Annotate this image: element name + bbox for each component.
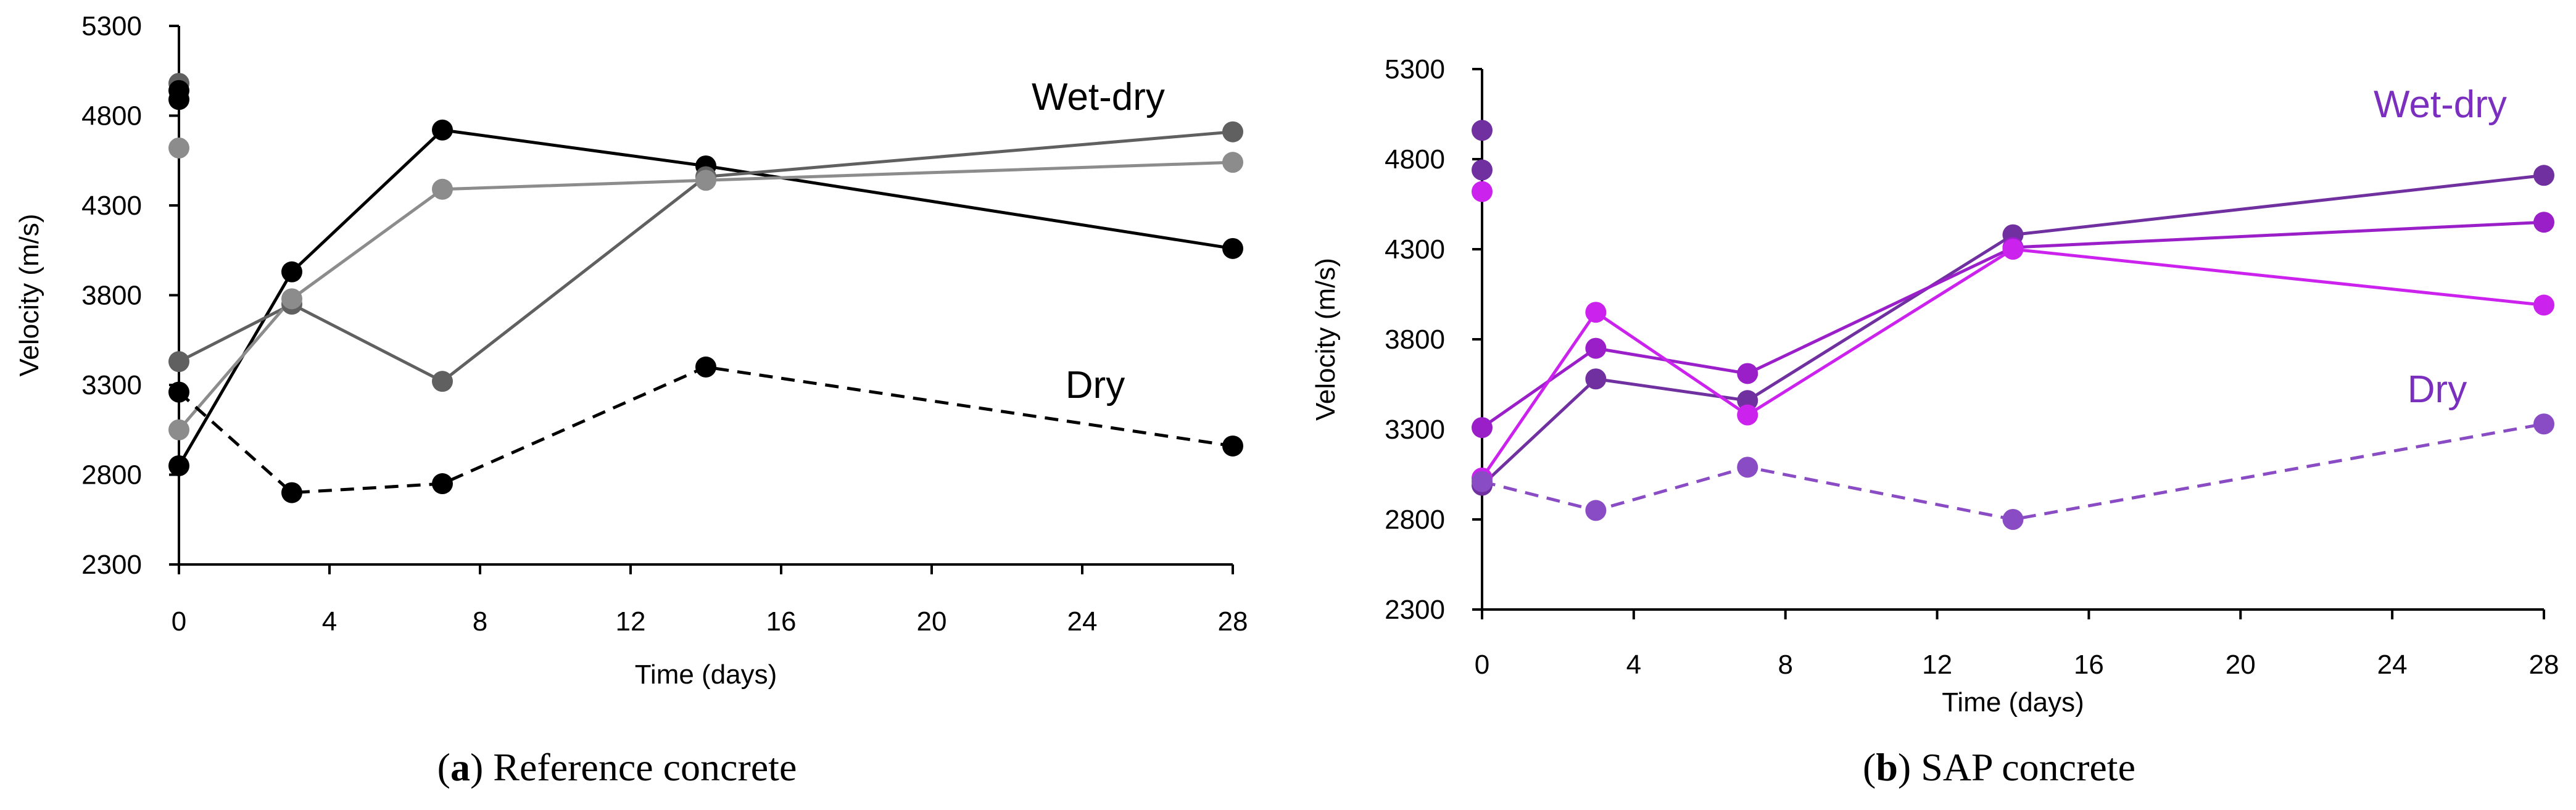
annotation-wet-dry: Wet-dry bbox=[1032, 76, 1165, 118]
data-point-wet-dry-3 bbox=[168, 419, 189, 440]
data-point-dry bbox=[2533, 413, 2554, 435]
data-point-initial bbox=[1472, 181, 1493, 202]
data-point-wet-dry-2 bbox=[1585, 337, 1607, 359]
annotation-dry: Dry bbox=[1066, 364, 1125, 407]
caption-paren: ( bbox=[437, 745, 450, 789]
data-point-wet-dry-2 bbox=[2533, 212, 2554, 233]
data-point-wet-dry-2 bbox=[432, 371, 453, 392]
x-tick-label: 28 bbox=[2529, 650, 2559, 680]
series-line-wet-dry-3 bbox=[1480, 247, 2545, 479]
panel-reference-concrete: 2300 2800 3300 3800 4300 4800 5300 0 4 8 12 16 20 24 2… bbox=[14, 11, 1248, 789]
data-point-initial bbox=[168, 137, 189, 159]
x-axis-title: Time (days) bbox=[635, 659, 777, 690]
data-point-dry bbox=[1585, 500, 1607, 521]
data-point-dry bbox=[1222, 435, 1243, 457]
x-tick-label: 12 bbox=[616, 606, 646, 637]
x-tick-label: 8 bbox=[473, 606, 487, 637]
y-tick-label: 4800 bbox=[1385, 144, 1445, 175]
data-point-initial bbox=[1472, 159, 1493, 181]
x-tick-label: 28 bbox=[1218, 606, 1248, 637]
caption-paren: ) bbox=[1898, 745, 1921, 789]
y-tick-label: 2300 bbox=[81, 550, 142, 580]
caption-text: Reference concrete bbox=[493, 745, 797, 789]
data-point-wet-dry-1 bbox=[1585, 368, 1607, 390]
data-point-dry bbox=[1472, 471, 1493, 492]
caption-text: SAP concrete bbox=[1921, 745, 2135, 789]
data-point-wet-dry-3 bbox=[2533, 294, 2554, 316]
data-point-wet-dry-2 bbox=[168, 351, 189, 373]
series-line-wet-dry-1 bbox=[1481, 173, 2545, 487]
y-tick-label: 5300 bbox=[1385, 54, 1445, 85]
annotation-wet-dry: Wet-dry bbox=[2374, 83, 2507, 126]
y-tick-label: 4300 bbox=[1385, 234, 1445, 265]
data-point-initial bbox=[1472, 120, 1493, 141]
data-point-wet-dry-2 bbox=[1222, 121, 1243, 143]
data-point-wet-dry-2 bbox=[1472, 417, 1493, 439]
annotation-dry: Dry bbox=[2408, 368, 2467, 411]
y-tick-label: 2300 bbox=[1385, 595, 1445, 625]
panel-letter: a bbox=[450, 745, 470, 789]
data-point-wet-dry-3 bbox=[2002, 239, 2024, 260]
x-axis-title: Time (days) bbox=[1942, 687, 2084, 717]
y-axis-title: Velocity (m/s) bbox=[1311, 258, 1341, 421]
panel-caption: (b) SAP concrete bbox=[1863, 745, 2135, 789]
x-tick-label: 16 bbox=[766, 606, 797, 637]
data-point-wet-dry-3 bbox=[1222, 152, 1243, 173]
caption-paren: ) bbox=[470, 745, 493, 789]
data-point-wet-dry-1 bbox=[168, 455, 189, 476]
x-tick-label: 4 bbox=[322, 606, 337, 637]
x-tick-label: 4 bbox=[1626, 650, 1641, 680]
data-point-wet-dry-1 bbox=[2533, 165, 2554, 186]
x-tick-label: 24 bbox=[2377, 650, 2408, 680]
panel-sap-concrete: 2300 2800 3300 3800 4300 4800 5300 0 4 8 12 16 20 24 2… bbox=[1311, 54, 2559, 789]
panel-letter: b bbox=[1876, 745, 1898, 789]
data-point-wet-dry-1 bbox=[1222, 238, 1243, 259]
x-tick-label: 20 bbox=[917, 606, 947, 637]
data-point-wet-dry-1 bbox=[281, 261, 302, 283]
x-tick-label: 8 bbox=[1778, 650, 1792, 680]
y-tick-label: 3800 bbox=[1385, 324, 1445, 355]
x-tick-label: 0 bbox=[1475, 650, 1489, 680]
y-tick-label: 3300 bbox=[81, 370, 142, 400]
x-tick-label: 16 bbox=[2074, 650, 2104, 680]
y-tick-label: 2800 bbox=[1385, 505, 1445, 535]
data-point-dry bbox=[281, 482, 302, 503]
x-tick-label: 12 bbox=[1922, 650, 1952, 680]
panel-caption: (a) Reference concrete bbox=[437, 745, 797, 789]
data-point-wet-dry-3 bbox=[1585, 302, 1607, 323]
y-tick-label: 5300 bbox=[81, 11, 142, 41]
y-axis-title: Velocity (m/s) bbox=[14, 213, 44, 376]
y-tick-label: 4800 bbox=[81, 101, 142, 131]
x-tick-label: 24 bbox=[1067, 606, 1098, 637]
data-point-dry bbox=[2002, 509, 2024, 530]
data-point-wet-dry-3 bbox=[695, 170, 716, 191]
data-point-dry bbox=[1737, 457, 1758, 478]
data-point-wet-dry-2 bbox=[1737, 363, 1758, 384]
x-tick-label: 20 bbox=[2226, 650, 2256, 680]
data-point-dry bbox=[168, 381, 189, 403]
y-tick-label: 3800 bbox=[81, 281, 142, 311]
y-tick-label: 2800 bbox=[81, 460, 142, 490]
x-tick-label: 0 bbox=[172, 606, 186, 637]
data-point-wet-dry-3 bbox=[1737, 404, 1758, 426]
data-point-wet-dry-1 bbox=[432, 119, 453, 141]
caption-paren: ( bbox=[1863, 745, 1876, 789]
data-point-initial bbox=[168, 89, 189, 110]
data-point-wet-dry-3 bbox=[281, 288, 302, 310]
series-line-dry bbox=[1481, 422, 2545, 521]
data-point-wet-dry-3 bbox=[432, 178, 453, 200]
data-point-wet-dry-1 bbox=[1737, 390, 1758, 411]
y-tick-label: 4300 bbox=[81, 191, 142, 221]
data-point-dry bbox=[432, 473, 453, 495]
y-tick-label: 3300 bbox=[1385, 415, 1445, 445]
data-point-dry bbox=[695, 356, 716, 378]
